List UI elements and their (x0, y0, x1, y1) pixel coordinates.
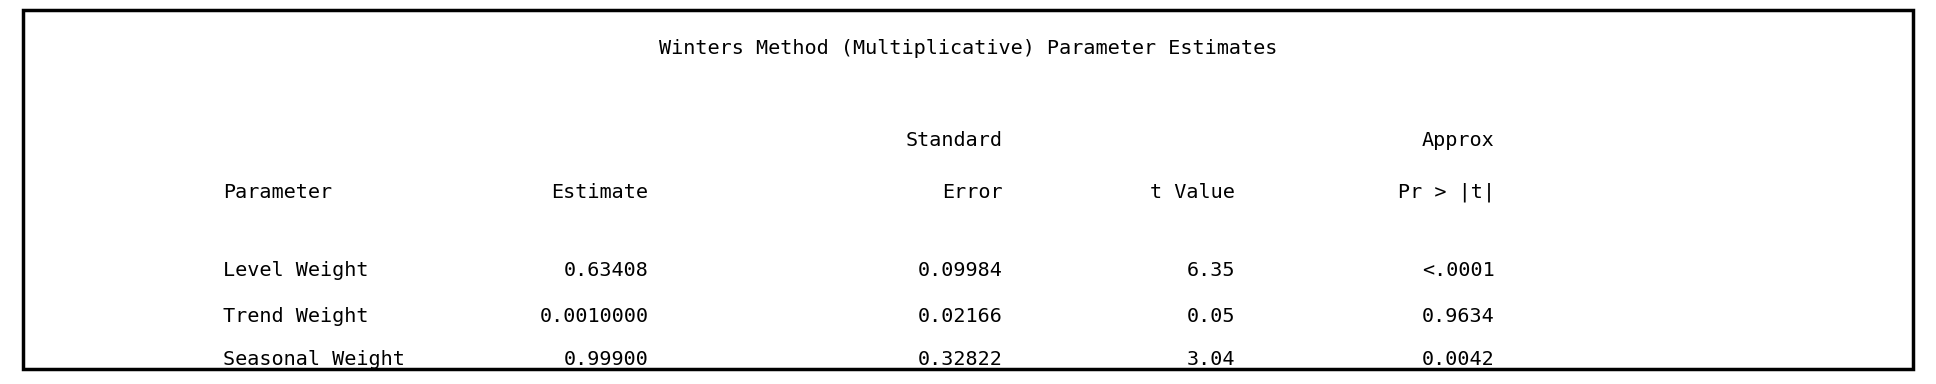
Text: t Value: t Value (1150, 182, 1235, 202)
FancyBboxPatch shape (23, 10, 1913, 369)
Text: 0.99900: 0.99900 (563, 349, 649, 369)
Text: 0.02166: 0.02166 (918, 307, 1003, 326)
Text: <.0001: <.0001 (1421, 261, 1495, 280)
Text: 0.09984: 0.09984 (918, 261, 1003, 280)
Text: Seasonal Weight: Seasonal Weight (223, 349, 405, 369)
Text: 3.04: 3.04 (1187, 349, 1235, 369)
Text: Parameter: Parameter (223, 182, 331, 202)
Text: Pr > |t|: Pr > |t| (1398, 182, 1495, 202)
Text: Winters Method (Multiplicative) Parameter Estimates: Winters Method (Multiplicative) Paramete… (658, 38, 1278, 58)
Text: Estimate: Estimate (552, 182, 649, 202)
Text: 0.63408: 0.63408 (563, 261, 649, 280)
Text: Trend Weight: Trend Weight (223, 307, 368, 326)
Text: 0.32822: 0.32822 (918, 349, 1003, 369)
Text: 6.35: 6.35 (1187, 261, 1235, 280)
Text: Level Weight: Level Weight (223, 261, 368, 280)
Text: Approx: Approx (1421, 131, 1495, 150)
Text: Standard: Standard (906, 131, 1003, 150)
Text: 0.05: 0.05 (1187, 307, 1235, 326)
Text: 0.9634: 0.9634 (1421, 307, 1495, 326)
Text: 0.0042: 0.0042 (1421, 349, 1495, 369)
Text: Error: Error (943, 182, 1003, 202)
Text: 0.0010000: 0.0010000 (540, 307, 649, 326)
